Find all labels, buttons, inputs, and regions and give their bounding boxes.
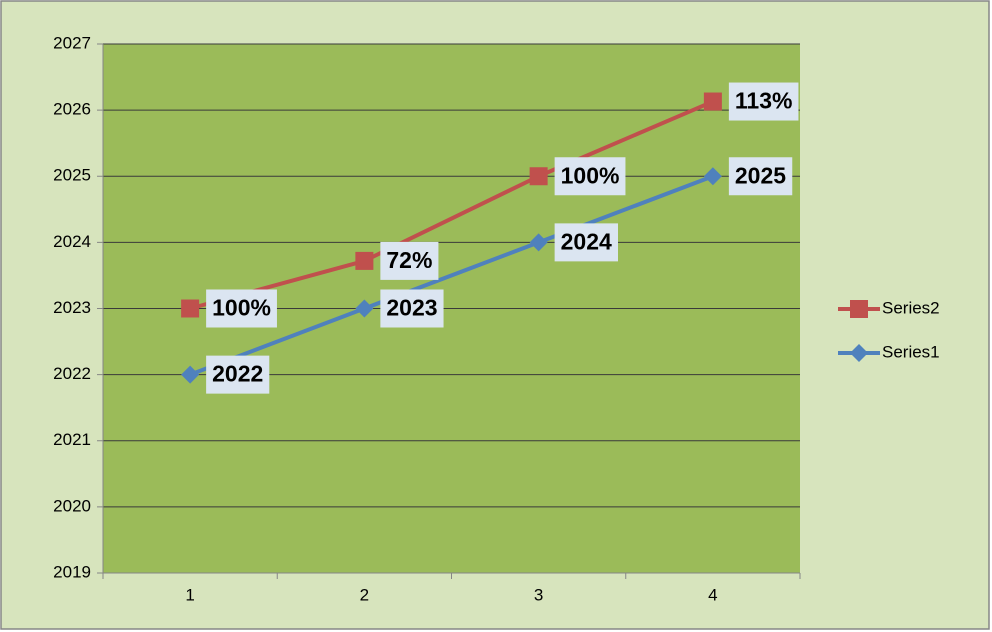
y-tick-label: 2027	[53, 33, 91, 52]
data-label: 113%	[735, 88, 793, 114]
y-tick-label: 2019	[53, 562, 91, 581]
data-label-box	[554, 223, 618, 262]
data-label: 100%	[561, 162, 620, 188]
marker	[850, 344, 868, 362]
data-label-box	[380, 289, 444, 328]
marker	[355, 299, 374, 318]
x-tick-label: 2	[360, 585, 369, 604]
data-label: 72%	[386, 247, 432, 273]
series-line	[189, 99, 714, 311]
marker	[703, 167, 722, 186]
marker	[355, 251, 374, 270]
x-tick-label: 4	[708, 585, 717, 604]
y-tick-label: 2026	[53, 100, 91, 119]
legend-label: Series2	[882, 298, 940, 317]
data-label: 100%	[212, 295, 271, 321]
marker	[529, 167, 548, 186]
x-tick-label: 1	[185, 585, 194, 604]
marker	[703, 92, 722, 111]
y-tick-label: 2021	[53, 430, 91, 449]
marker	[181, 299, 200, 318]
x-tick-label: 3	[534, 585, 543, 604]
data-label-box	[554, 157, 626, 196]
data-label: 2023	[386, 295, 437, 321]
data-label-box	[728, 157, 793, 196]
marker	[529, 233, 548, 252]
data-label: 2024	[561, 228, 612, 254]
data-label-box	[206, 289, 277, 328]
series-line	[189, 174, 714, 377]
y-tick-label: 2024	[53, 232, 91, 251]
data-label-box	[728, 82, 799, 121]
data-label: 2022	[212, 361, 263, 387]
y-tick-label: 2025	[53, 166, 91, 185]
marker	[181, 365, 200, 384]
data-label-box	[380, 241, 439, 280]
data-label-box	[206, 355, 270, 394]
y-tick-label: 2022	[53, 364, 91, 383]
y-tick-label: 2023	[53, 298, 91, 317]
marker	[850, 300, 868, 318]
y-tick-label: 2020	[53, 496, 91, 515]
legend-label: Series1	[882, 342, 940, 361]
data-label: 2025	[735, 162, 786, 188]
